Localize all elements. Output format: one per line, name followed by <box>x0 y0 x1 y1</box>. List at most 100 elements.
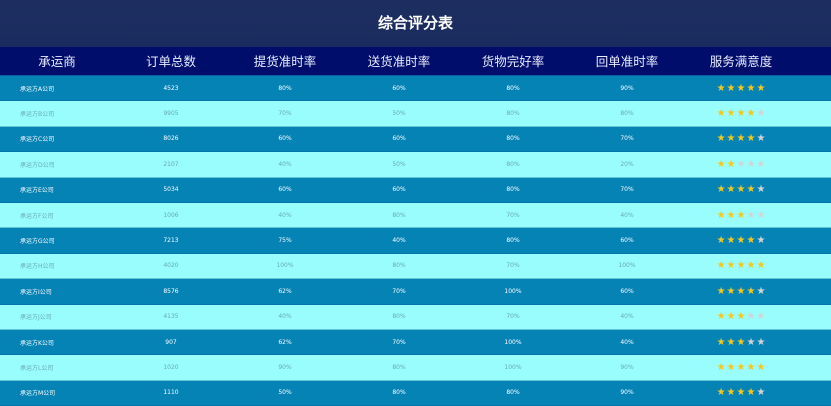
star-empty-icon: ★ <box>746 209 756 221</box>
star-empty-icon: ★ <box>746 311 756 323</box>
carrier-name-cell: 承运方E公司 <box>20 187 54 195</box>
carrier-name-cell: 承运方B公司 <box>20 111 55 119</box>
intact-rate-cell: 80% <box>506 135 520 143</box>
satisfaction-rating: ★★★★★ <box>684 362 798 373</box>
satisfaction-rating: ★★★★★ <box>684 286 798 297</box>
orders-cell: 4135 <box>163 313 179 321</box>
orders-cell: 8026 <box>163 135 179 143</box>
star-filled-icon: ★ <box>746 361 756 373</box>
star-filled-icon: ★ <box>726 336 736 348</box>
carrier-name-cell: 承运方A公司 <box>20 85 55 93</box>
delivery-rate-cell: 40% <box>392 237 406 245</box>
star-empty-icon: ★ <box>746 336 756 348</box>
star-empty-icon: ★ <box>746 158 756 170</box>
star-filled-icon: ★ <box>746 387 756 399</box>
receipt-rate-cell: 60% <box>620 237 634 245</box>
star-filled-icon: ★ <box>726 184 736 196</box>
intact-rate-cell: 70% <box>506 313 520 321</box>
header-receipt-rate[interactable]: 回单准时率 <box>595 54 659 69</box>
table-row[interactable]: 承运方J公司 4135 40% 80% 70% 40% ★★★★★ <box>0 304 831 330</box>
star-empty-icon: ★ <box>756 108 766 120</box>
orders-cell: 7213 <box>163 237 179 245</box>
star-filled-icon: ★ <box>736 184 746 196</box>
pickup-rate-cell: 62% <box>278 338 292 346</box>
star-filled-icon: ★ <box>746 260 756 272</box>
carrier-name-cell: 承运方H公司 <box>20 263 55 271</box>
table-row[interactable]: 承运方F公司 1006 40% 80% 70% 40% ★★★★★ <box>0 202 831 229</box>
delivery-rate-cell: 70% <box>392 338 406 346</box>
delivery-rate-cell: 60% <box>392 135 406 143</box>
star-empty-icon: ★ <box>756 184 766 196</box>
star-filled-icon: ★ <box>736 260 746 272</box>
table-row[interactable]: 承运方E公司 5034 60% 60% 80% 70% ★★★★★ <box>0 177 831 203</box>
star-empty-icon: ★ <box>756 209 766 221</box>
header-intact-rate[interactable]: 货物完好率 <box>481 54 545 69</box>
intact-rate-cell: 80% <box>506 84 520 92</box>
table-row[interactable]: 承运方L公司 1020 90% 80% 100% 90% ★★★★★ <box>0 355 831 381</box>
star-filled-icon: ★ <box>716 82 726 94</box>
header-delivery-rate[interactable]: 送货准时率 <box>367 54 431 69</box>
star-filled-icon: ★ <box>736 387 746 399</box>
star-filled-icon: ★ <box>736 361 746 373</box>
table-row[interactable]: 承运方D公司 2107 40% 50% 80% 20% ★★★★★ <box>0 152 831 178</box>
star-filled-icon: ★ <box>716 260 726 272</box>
delivery-rate-cell: 80% <box>392 389 406 397</box>
carrier-name-cell: 承运方C公司 <box>20 136 55 144</box>
star-empty-icon: ★ <box>756 133 766 145</box>
star-filled-icon: ★ <box>716 361 726 373</box>
satisfaction-rating: ★★★★★ <box>684 337 798 348</box>
delivery-rate-cell: 80% <box>392 211 406 219</box>
carrier-name-cell: 承运方G公司 <box>20 238 55 246</box>
star-filled-icon: ★ <box>726 311 736 323</box>
carrier-name-cell: 承运方I公司 <box>20 288 52 296</box>
pickup-rate-cell: 40% <box>278 313 292 321</box>
carrier-name-cell: 承运方L公司 <box>20 364 54 372</box>
star-filled-icon: ★ <box>716 336 726 348</box>
pickup-rate-cell: 90% <box>278 363 292 371</box>
carrier-name-cell: 承运方K公司 <box>20 339 54 347</box>
star-filled-icon: ★ <box>736 311 746 323</box>
table-row[interactable]: 承运方I公司 8576 62% 70% 100% 60% ★★★★★ <box>0 279 831 305</box>
table-row[interactable]: 承运方M公司 1110 50% 80% 80% 90% ★★★★★ <box>0 380 831 406</box>
pickup-rate-cell: 60% <box>278 135 292 143</box>
star-filled-icon: ★ <box>746 133 756 145</box>
star-empty-icon: ★ <box>756 285 766 297</box>
star-filled-icon: ★ <box>726 133 736 145</box>
header-orders[interactable]: 订单总数 <box>145 54 196 69</box>
intact-rate-cell: 70% <box>506 211 520 219</box>
receipt-rate-cell: 40% <box>620 338 634 346</box>
table-row[interactable]: 承运方A公司 4523 80% 60% 80% 90% ★★★★★ <box>0 76 831 102</box>
star-empty-icon: ★ <box>756 158 766 170</box>
star-filled-icon: ★ <box>726 235 736 247</box>
table-row[interactable]: 承运方K公司 907 62% 70% 100% 40% ★★★★★ <box>0 329 831 356</box>
delivery-rate-cell: 60% <box>392 186 406 194</box>
header-satisfaction[interactable]: 服务满意度 <box>709 54 773 69</box>
star-filled-icon: ★ <box>746 285 756 297</box>
star-empty-icon: ★ <box>756 336 766 348</box>
satisfaction-rating: ★★★★★ <box>684 311 798 322</box>
table-row[interactable]: 承运方B公司 9905 70% 50% 80% 80% ★★★★★ <box>0 101 831 127</box>
pickup-rate-cell: 80% <box>278 84 292 92</box>
satisfaction-rating: ★★★★★ <box>684 210 798 221</box>
star-empty-icon: ★ <box>756 235 766 247</box>
star-filled-icon: ★ <box>726 387 736 399</box>
table-row[interactable]: 承运方H公司 4020 100% 80% 70% 100% ★★★★★ <box>0 253 831 280</box>
star-filled-icon: ★ <box>736 336 746 348</box>
star-filled-icon: ★ <box>736 285 746 297</box>
pickup-rate-cell: 62% <box>278 287 292 295</box>
orders-cell: 9905 <box>163 110 179 118</box>
intact-rate-cell: 80% <box>506 186 520 194</box>
carrier-name-cell: 承运方D公司 <box>20 161 55 169</box>
orders-cell: 8576 <box>163 287 179 295</box>
intact-rate-cell: 100% <box>504 363 522 371</box>
orders-cell: 2107 <box>163 160 179 168</box>
header-carrier[interactable]: 承运商 <box>38 54 76 69</box>
table-row[interactable]: 承运方G公司 7213 75% 40% 80% 60% ★★★★★ <box>0 228 831 254</box>
star-filled-icon: ★ <box>756 82 766 94</box>
table-row[interactable]: 承运方C公司 8026 60% 60% 80% 70% ★★★★★ <box>0 126 831 153</box>
star-filled-icon: ★ <box>716 285 726 297</box>
star-filled-icon: ★ <box>716 311 726 323</box>
header-pickup-rate[interactable]: 提货准时率 <box>253 54 317 69</box>
intact-rate-cell: 80% <box>506 237 520 245</box>
receipt-rate-cell: 70% <box>620 135 634 143</box>
